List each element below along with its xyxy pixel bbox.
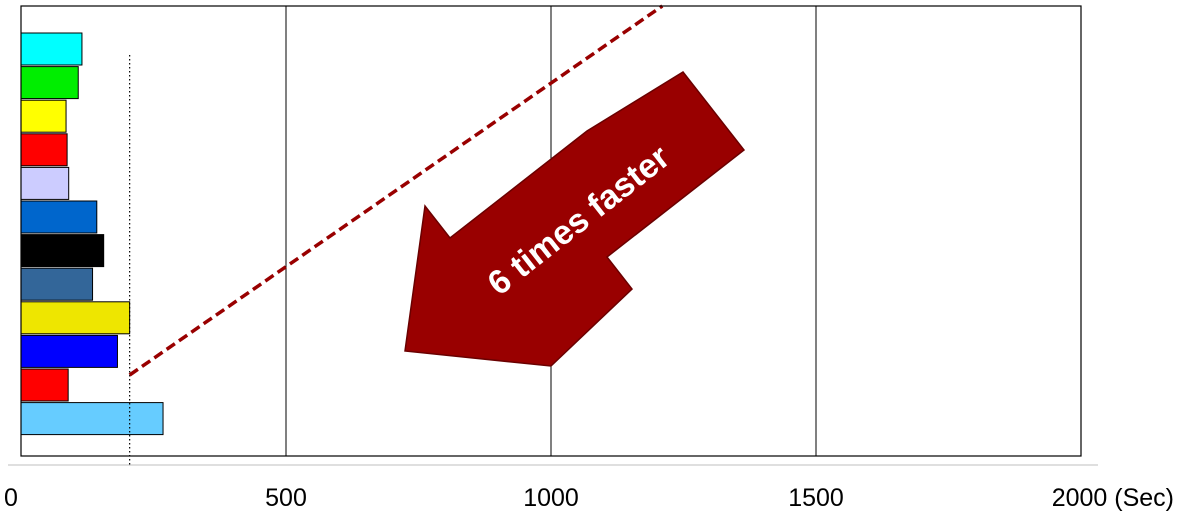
bar-6 xyxy=(20,200,98,234)
bar-2 xyxy=(20,66,79,100)
bar-8 xyxy=(20,267,94,301)
speedup-arrow-annotation: 6 times faster xyxy=(404,71,746,367)
dashed-trend-line xyxy=(128,4,664,377)
bar-5 xyxy=(20,166,70,200)
bar-series xyxy=(20,32,164,436)
down-left-arrow-shape xyxy=(404,71,746,367)
x-axis-tick-labels: 0 500 1000 1500 2000 (Sec) xyxy=(4,484,1174,512)
bar-1 xyxy=(20,32,83,66)
x-tick-label-4: 2000 (Sec) xyxy=(1052,484,1174,512)
bar-3 xyxy=(20,99,67,133)
x-tick-label-2: 1000 xyxy=(523,484,579,512)
bar-9 xyxy=(20,301,131,335)
bar-11 xyxy=(20,368,69,402)
x-tick-label-1: 500 xyxy=(265,484,307,512)
plot-frame xyxy=(20,5,1082,457)
bar-10 xyxy=(20,334,118,368)
x-tick-label-0: 0 xyxy=(4,484,18,512)
bar-4 xyxy=(20,133,68,167)
bar-12 xyxy=(20,402,164,436)
x-tick-label-3: 1500 xyxy=(788,484,844,512)
bar-7 xyxy=(20,234,105,268)
